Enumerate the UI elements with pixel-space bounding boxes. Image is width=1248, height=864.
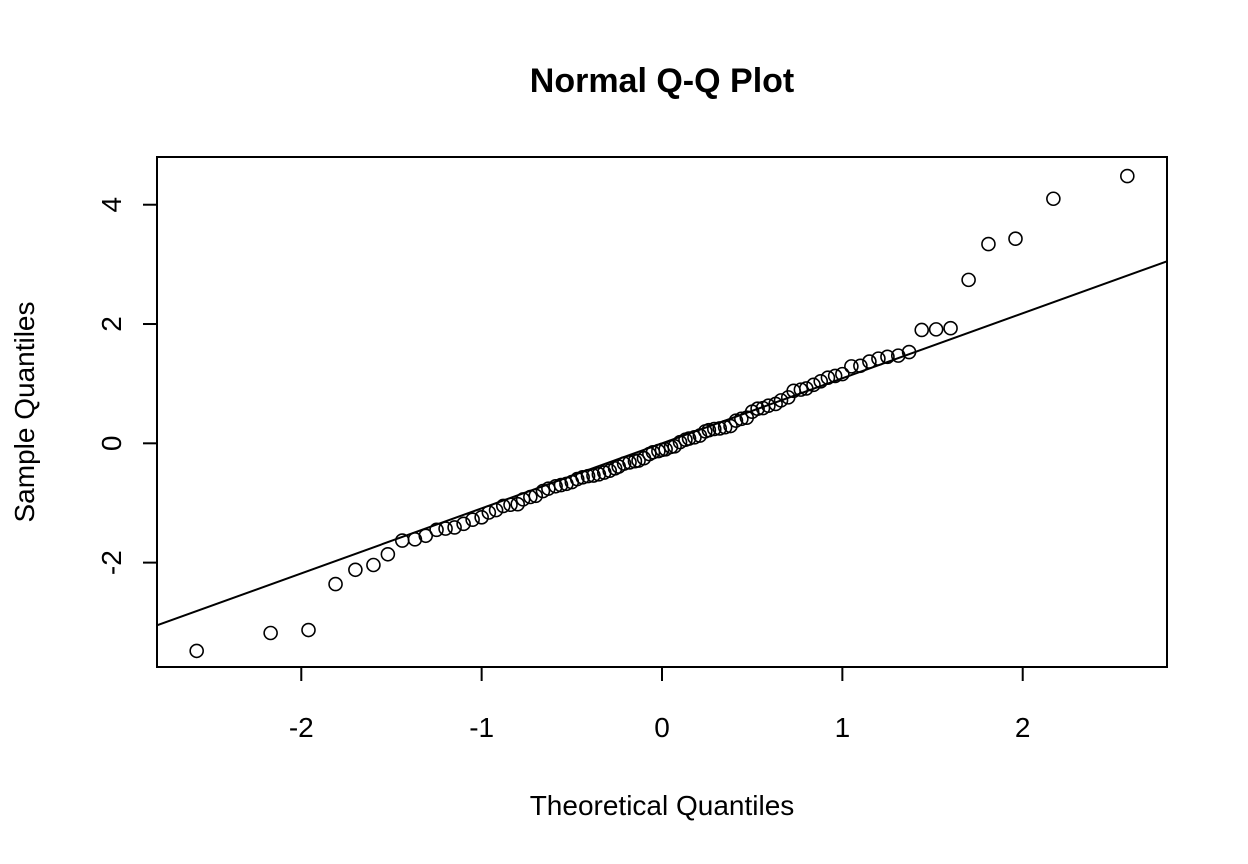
data-point: [407, 532, 423, 547]
data-point: [901, 344, 917, 360]
data-point: [189, 643, 204, 659]
data-point: [586, 468, 601, 483]
data-point: [429, 522, 444, 538]
data-point: [943, 320, 958, 336]
data-point: [681, 431, 697, 446]
data-point: [465, 512, 480, 527]
y-tick-label: -2: [96, 550, 127, 575]
data-point: [481, 505, 497, 520]
data-point: [961, 272, 976, 288]
data-point: [1120, 168, 1135, 184]
data-point: [348, 562, 363, 578]
data-point: [438, 521, 453, 536]
chart-title: Normal Q-Q Plot: [530, 62, 794, 100]
data-point: [495, 498, 511, 514]
data-point: [773, 393, 789, 408]
data-point: [712, 421, 728, 436]
x-tick-label: 2: [1015, 712, 1031, 743]
data-point: [890, 348, 906, 363]
data-point: [622, 455, 637, 470]
plot-frame: [156, 156, 1168, 668]
data-point: [301, 622, 316, 638]
data-point: [418, 528, 434, 544]
x-tick-label: 0: [654, 712, 670, 743]
data-point: [844, 359, 859, 374]
data-point: [862, 354, 877, 369]
y-tick-label: 0: [96, 436, 127, 452]
data-point: [510, 496, 526, 512]
data-point: [707, 421, 722, 437]
data-point: [761, 398, 776, 414]
data-point: [1046, 191, 1061, 207]
data-point: [548, 478, 563, 494]
data-point: [734, 411, 749, 427]
data-point: [928, 322, 944, 337]
data-point: [503, 497, 518, 513]
data-point: [871, 351, 886, 366]
data-point: [456, 516, 471, 532]
data-point: [798, 381, 814, 396]
x-tick-label: -1: [469, 712, 494, 743]
plot-area: [156, 156, 1168, 668]
data-point: [528, 488, 544, 504]
y-tick-label: 4: [96, 197, 127, 213]
data-point: [474, 509, 489, 525]
x-axis-label: Theoretical Quantiles: [530, 790, 795, 821]
data-point: [366, 557, 381, 573]
data-point: [813, 373, 829, 389]
data-point: [380, 546, 396, 562]
data-point: [717, 419, 733, 435]
data-point: [553, 477, 569, 493]
data-point: [328, 576, 343, 592]
data-point: [616, 456, 632, 471]
data-point: [488, 502, 504, 518]
data-point: [853, 358, 868, 374]
data-point: [981, 236, 996, 252]
y-tick-label: 2: [96, 316, 127, 332]
x-axis: -2 -1 0 1 2: [289, 666, 1031, 743]
x-tick-label: 1: [835, 712, 851, 743]
data-point: [793, 382, 809, 397]
y-axis-label: Sample Quantiles: [9, 301, 40, 522]
data-point: [447, 520, 462, 535]
data-point: [880, 349, 895, 365]
data-point: [580, 468, 596, 484]
data-point: [723, 418, 738, 434]
data-point: [523, 489, 538, 505]
data-point: [914, 322, 930, 338]
data-point: [1008, 231, 1023, 247]
data-point: [820, 370, 836, 386]
data-point: [701, 422, 717, 438]
data-point: [575, 470, 590, 485]
data-point: [750, 401, 765, 417]
data-point: [263, 625, 278, 641]
data-point: [806, 377, 821, 393]
y-axis: -2 0 2 4: [96, 197, 158, 575]
data-point: [835, 366, 850, 382]
data-point: [827, 368, 843, 384]
x-tick-label: -2: [289, 712, 314, 743]
